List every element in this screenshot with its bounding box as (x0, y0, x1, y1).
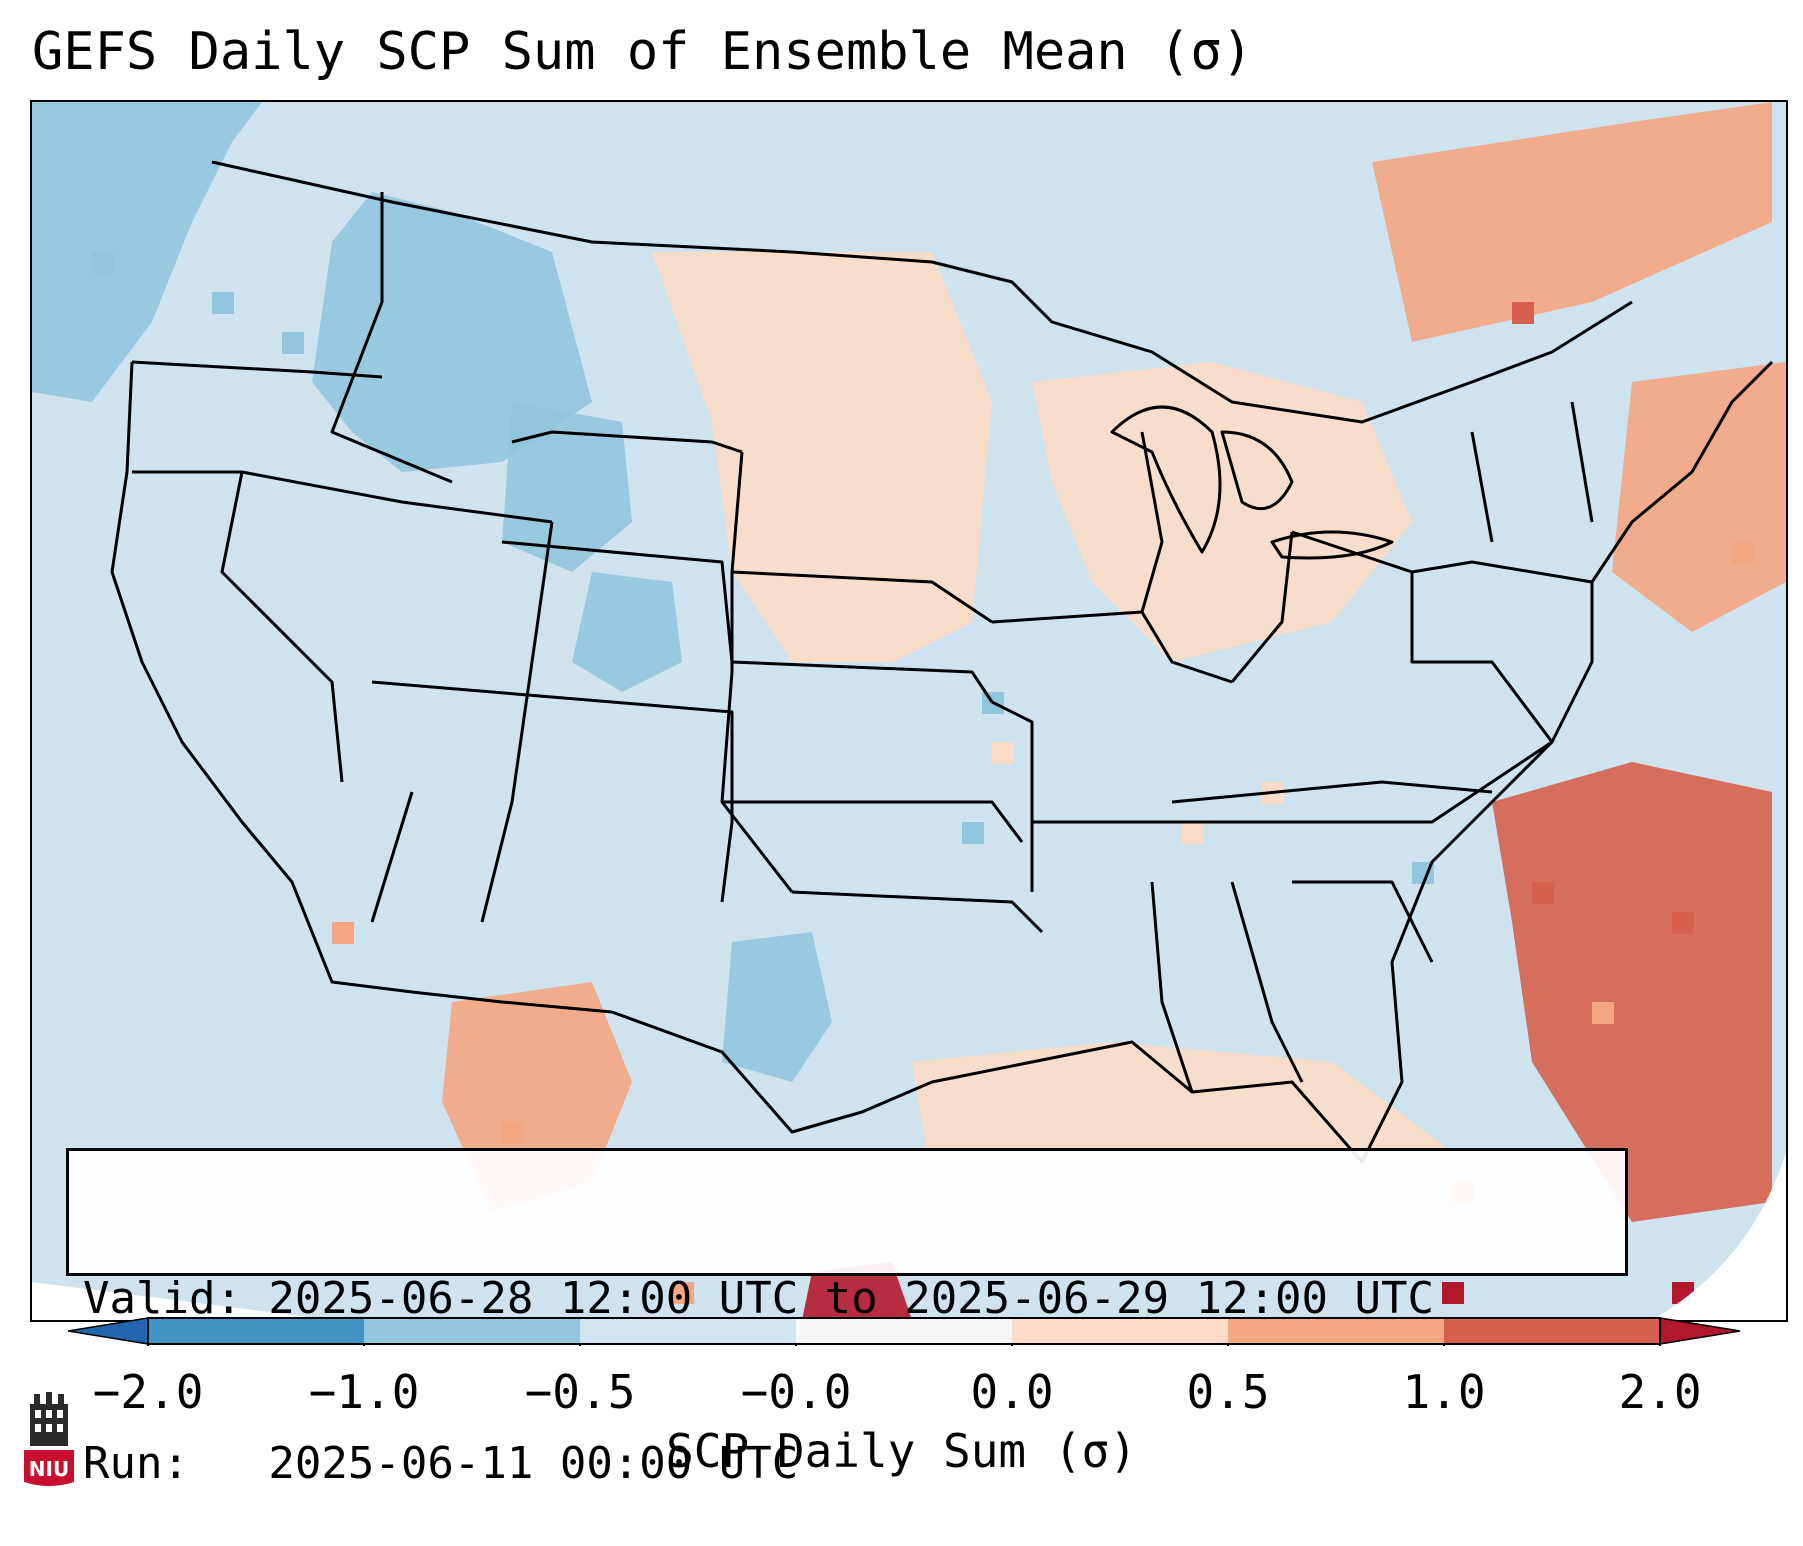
boundary-line (1570, 401, 1594, 523)
map-panel (30, 100, 1788, 1322)
colorbar-bins (68, 1317, 1741, 1345)
projection-edge (1652, 1152, 1786, 1320)
grid-cell (332, 922, 354, 944)
grid-cell (212, 292, 234, 314)
grid-cell (672, 1282, 694, 1304)
boundary-line (991, 610, 1233, 684)
grid-cell (1672, 912, 1694, 934)
scp-anomaly-patch (1492, 762, 1772, 1222)
boundary-line (1110, 405, 1222, 554)
grid-cell (282, 332, 304, 354)
grid-cell (1512, 302, 1534, 324)
colorbar-under-extension (68, 1317, 149, 1345)
boundary-line (370, 791, 414, 923)
boundary-line (131, 360, 383, 379)
boundary-line (480, 521, 554, 923)
boundary-line (220, 471, 344, 783)
scp-anomaly-patch (32, 102, 262, 402)
state-boundaries (110, 160, 1774, 1164)
chart-title: GEFS Daily SCP Sum of Ensemble Mean (σ) (32, 22, 1253, 82)
boundary-line (791, 890, 1044, 934)
scp-anomaly-patch (802, 1262, 912, 1320)
scp-map (32, 102, 1786, 1320)
boundary-line (1230, 531, 1294, 683)
boundary-line (132, 470, 553, 524)
boundary-line (1291, 530, 1593, 584)
boundary-line (511, 430, 743, 454)
grid-cell (1532, 882, 1554, 904)
colorbar-bin (364, 1318, 580, 1344)
boundary-line (731, 570, 993, 624)
colorbar-tick-label: 2.0 (1618, 1365, 1702, 1419)
scp-anomaly-patch (722, 932, 832, 1082)
boundary-line (1470, 431, 1494, 543)
boundary-line (1410, 572, 1554, 743)
boundary-line (722, 800, 1024, 843)
colorbar-bin (1012, 1318, 1228, 1344)
scp-anomaly-patch (1372, 102, 1772, 342)
colorbar-tick-label: −0.5 (524, 1365, 636, 1419)
boundary-line (1270, 530, 1394, 560)
niu-castle-logo-icon: NIU (24, 1392, 74, 1486)
run-time-text: Run: 2025-06-11 00:00 UTC (83, 1438, 799, 1489)
colorbar-tick-label: 1.0 (1402, 1365, 1486, 1419)
scp-field (32, 102, 1786, 1320)
colorbar-tick-label: −2.0 (92, 1365, 204, 1419)
colorbar-tick-label: −1.0 (308, 1365, 420, 1419)
grid-cell (992, 742, 1014, 764)
colorbar-ticks (147, 1344, 1661, 1346)
boundary-line (1032, 740, 1553, 824)
valid-run-info-box: Valid: 2025-06-28 12:00 UTC to 2025-06-2… (66, 1148, 1628, 1489)
colorbar-bin (580, 1318, 796, 1344)
grid-cell (1182, 822, 1204, 844)
boundary-line (211, 160, 1633, 424)
boundary-line (731, 660, 994, 703)
colorbar-bin (1228, 1318, 1444, 1344)
colorbar-bin (1444, 1318, 1660, 1344)
grid-cell (1442, 1282, 1464, 1304)
boundary-line (1292, 880, 1434, 963)
grid-cell (1592, 1002, 1614, 1024)
scp-anomaly-patch (572, 572, 682, 692)
boundary-line (1230, 881, 1304, 1083)
boundary-line (720, 451, 794, 893)
scp-anomaly-patch (502, 402, 632, 572)
colorbar-tick-label: 0.5 (1186, 1365, 1270, 1419)
boundary-line (1171, 780, 1493, 804)
colorbar-bin (148, 1318, 364, 1344)
boundary-line (501, 540, 734, 663)
scp-anomaly-patch (652, 252, 992, 662)
scp-anomaly-patch (1032, 362, 1412, 662)
colorbar-tick-label: −0.0 (740, 1365, 852, 1419)
colorbar-bin (796, 1318, 1012, 1344)
projection-edge (32, 1282, 332, 1320)
colorbar-label: SCP Daily Sum (σ) (666, 1424, 1137, 1478)
colorbar-tick-label: 0.0 (970, 1365, 1054, 1419)
colorbar (68, 1317, 1741, 1346)
colorbar-over-extension (1659, 1317, 1741, 1345)
boundary-line (991, 700, 1034, 892)
boundary-line (1220, 430, 1294, 511)
grid-cell (962, 822, 984, 844)
logo-text: NIU (29, 1457, 69, 1481)
grid-cell (1732, 542, 1754, 564)
boundary-line (330, 192, 453, 484)
boundary-line (1140, 431, 1164, 613)
boundary-line (371, 680, 734, 903)
grid-cell (502, 1122, 524, 1144)
boundary-line (110, 360, 1774, 1164)
scp-anomaly-patch (1612, 362, 1786, 632)
boundary-line (1150, 881, 1194, 1093)
grid-cell (92, 252, 114, 274)
valid-time-text: Valid: 2025-06-28 12:00 UTC to 2025-06-2… (83, 1273, 1435, 1324)
colorbar-outline (147, 1317, 1661, 1345)
